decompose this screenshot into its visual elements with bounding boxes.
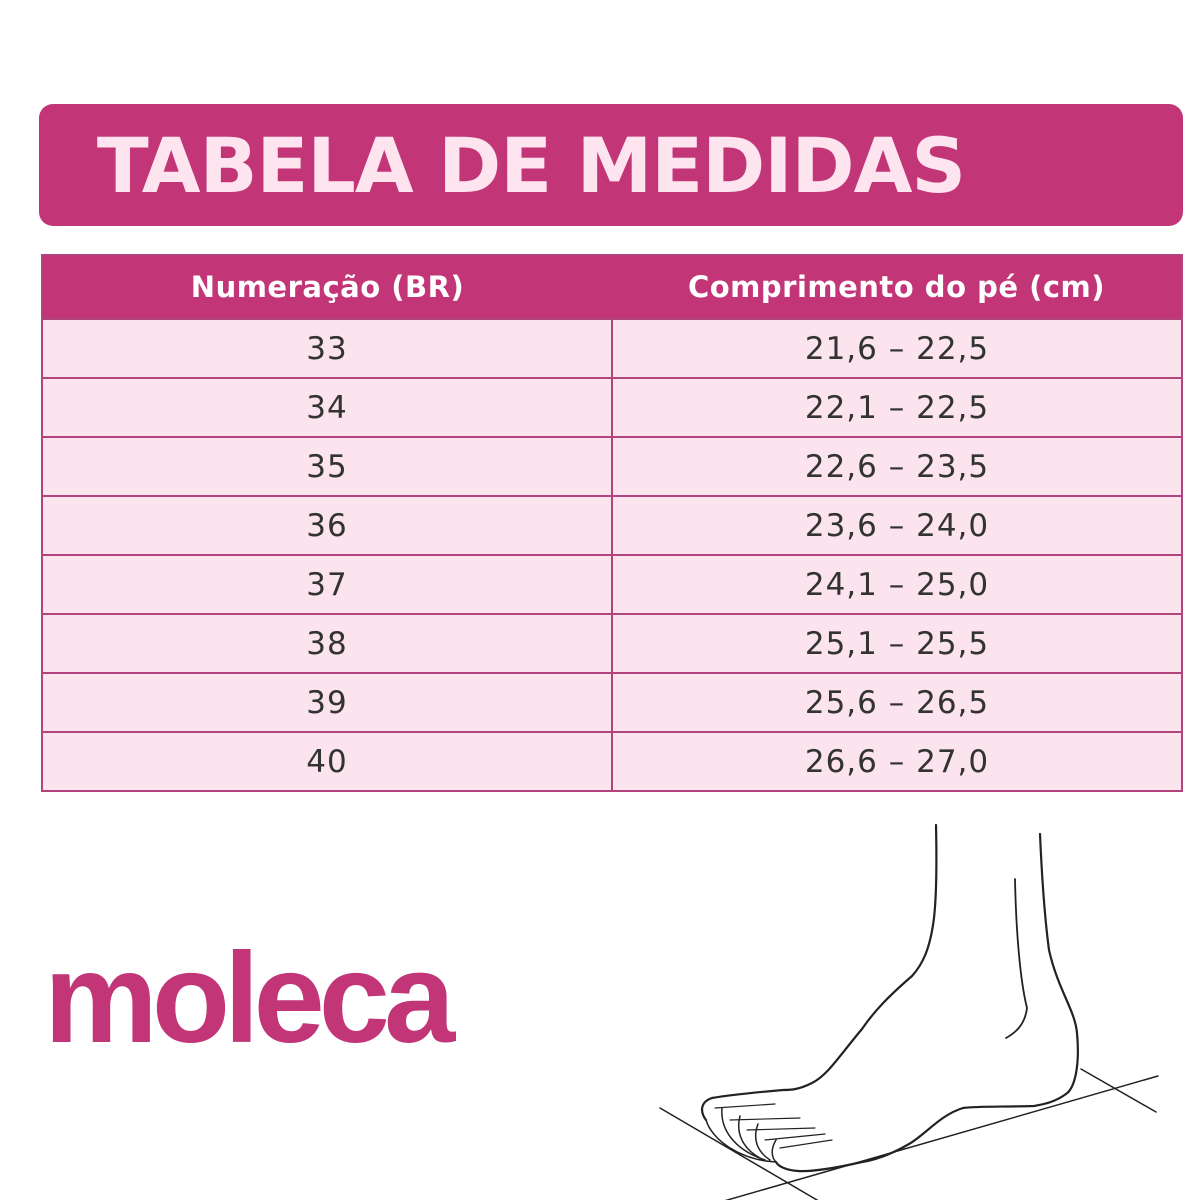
foot-outline xyxy=(700,823,938,1122)
table-row: 35 22,6 – 23,5 xyxy=(41,436,1183,497)
size-cell: 39 xyxy=(41,672,613,733)
ground-line xyxy=(1080,1068,1157,1113)
foot-outline xyxy=(774,832,1079,1173)
length-cell: 23,6 – 24,0 xyxy=(611,495,1183,556)
ankle-line xyxy=(1005,878,1028,1039)
table-row: 34 22,1 – 22,5 xyxy=(41,377,1183,438)
size-cell: 34 xyxy=(41,377,613,438)
table-row: 37 24,1 – 25,0 xyxy=(41,554,1183,615)
size-cell: 40 xyxy=(41,731,613,792)
size-cell: 37 xyxy=(41,554,613,615)
title-banner: TABELA DE MEDIDAS xyxy=(39,104,1183,226)
length-cell: 22,1 – 22,5 xyxy=(611,377,1183,438)
table-row: 40 26,6 – 27,0 xyxy=(41,731,1183,792)
column-header-size: Numeração (BR) xyxy=(42,255,612,319)
table-header: Numeração (BR) Comprimento do pé (cm) xyxy=(42,255,1182,319)
length-cell: 21,6 – 22,5 xyxy=(611,318,1183,379)
size-cell: 38 xyxy=(41,613,613,674)
length-cell: 25,6 – 26,5 xyxy=(611,672,1183,733)
table-row: 36 23,6 – 24,0 xyxy=(41,495,1183,556)
ground-line xyxy=(659,1107,819,1200)
table-row: 33 21,6 – 22,5 xyxy=(41,318,1183,379)
moleca-logo: moleca xyxy=(44,927,455,1070)
column-header-length: Comprimento do pé (cm) xyxy=(612,255,1182,319)
toe-lines xyxy=(714,1103,833,1149)
length-cell: 24,1 – 25,0 xyxy=(611,554,1183,615)
size-cell: 36 xyxy=(41,495,613,556)
size-cell: 35 xyxy=(41,436,613,497)
ground-line xyxy=(724,1075,1159,1200)
length-cell: 22,6 – 23,5 xyxy=(611,436,1183,497)
size-table: Numeração (BR) Comprimento do pé (cm) 33… xyxy=(41,254,1183,792)
length-cell: 25,1 – 25,5 xyxy=(611,613,1183,674)
table-row: 38 25,1 – 25,5 xyxy=(41,613,1183,674)
length-cell: 26,6 – 27,0 xyxy=(611,731,1183,792)
table-row: 39 25,6 – 26,5 xyxy=(41,672,1183,733)
size-cell: 33 xyxy=(41,318,613,379)
page-title: TABELA DE MEDIDAS xyxy=(96,120,966,210)
toe-lines xyxy=(705,1107,777,1163)
